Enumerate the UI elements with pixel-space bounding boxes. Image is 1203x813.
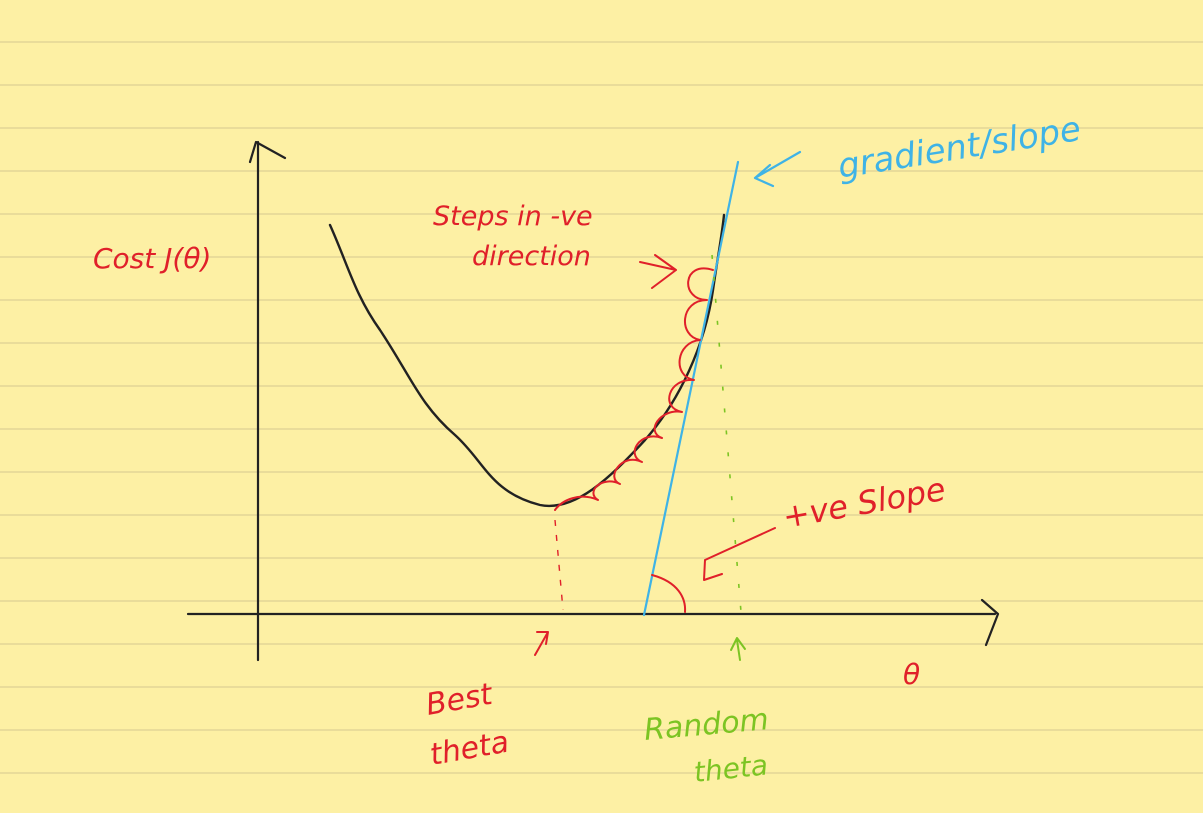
steps-label-line2: direction [472, 241, 591, 272]
best-theta-dashed-line [554, 519, 564, 611]
best-theta-arrow [534, 631, 549, 656]
random-theta-dashed-line [711, 254, 742, 613]
gradient-label: gradient/slope [835, 109, 1083, 187]
best-theta-label-line2: theta [427, 725, 511, 773]
steps-label-line1: Steps in -ve [433, 201, 593, 232]
x-axis-label: θ [903, 658, 920, 691]
random-theta-label-line2: theta [692, 748, 769, 789]
gradient-steps [554, 267, 714, 511]
y-axis-label: Cost J(θ) [93, 242, 211, 275]
positive-slope-label: +ve Slope [780, 470, 948, 536]
positive-slope-pointer-arrow [703, 527, 776, 581]
steps-pointer-arrow [639, 254, 677, 289]
gradient-pointer-arrow [753, 150, 802, 188]
x-axis-arrowhead [980, 598, 1000, 647]
random-theta-arrow [730, 637, 746, 661]
gradient-tangent-line [642, 160, 740, 617]
slope-angle-arc [651, 574, 687, 613]
cost-curve [328, 213, 726, 508]
best-theta-label-line1: Best [423, 677, 496, 723]
random-theta-label-line1: Random [643, 702, 770, 748]
y-axis-arrowhead [248, 140, 287, 164]
